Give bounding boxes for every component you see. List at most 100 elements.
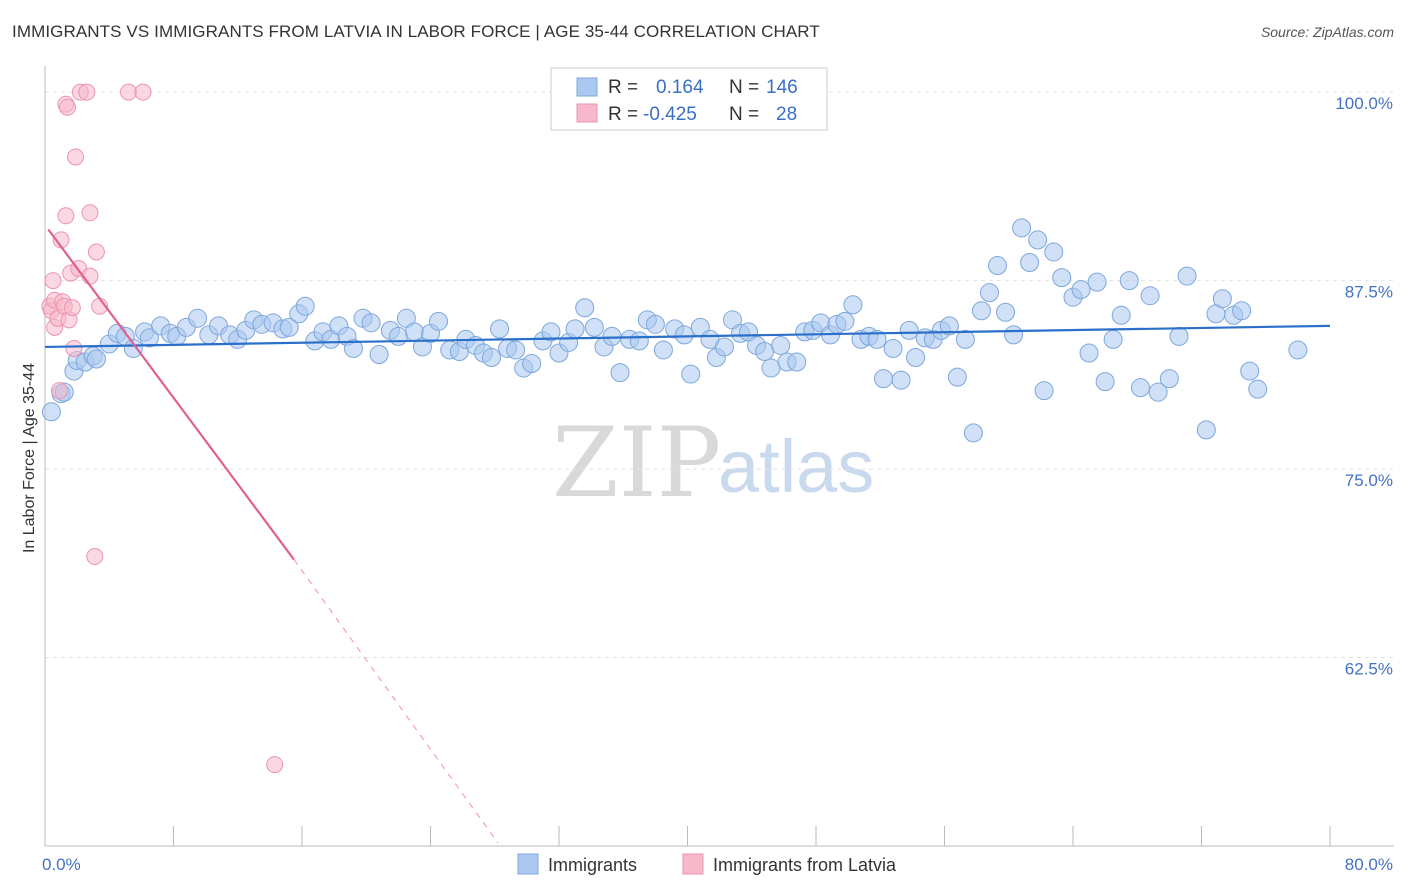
- point-immigrants: [1071, 280, 1091, 300]
- point-latvia: [81, 204, 99, 222]
- point-immigrants: [1140, 286, 1160, 306]
- point-immigrants: [123, 338, 143, 358]
- point-immigrants: [979, 283, 999, 303]
- legend-item-latvia: Immigrants from Latvia: [713, 855, 897, 875]
- point-immigrants: [1095, 372, 1115, 392]
- legend-n-value: 28: [776, 104, 797, 125]
- watermark-atlas: atlas: [718, 425, 874, 508]
- legend-item-immigrants-swatch: [517, 853, 539, 875]
- point-immigrants: [674, 325, 694, 345]
- legend-r-label: R =: [608, 77, 638, 98]
- point-immigrants: [575, 298, 595, 318]
- point-latvia: [134, 83, 152, 101]
- legend-item-latvia-swatch: [682, 853, 704, 875]
- point-immigrants: [1103, 329, 1123, 349]
- point-immigrants: [610, 363, 630, 383]
- legend-r-label: R =: [608, 104, 638, 125]
- point-immigrants: [1232, 301, 1252, 321]
- point-immigrants: [565, 319, 585, 339]
- point-immigrants: [1020, 253, 1040, 273]
- point-immigrants: [1034, 381, 1054, 401]
- point-immigrants: [971, 301, 991, 321]
- point-latvia: [67, 148, 85, 166]
- point-immigrants: [681, 364, 701, 384]
- legend-n-label: N =: [729, 104, 759, 125]
- point-immigrants: [955, 329, 975, 349]
- point-immigrants: [1052, 268, 1072, 288]
- data-points: [41, 83, 1308, 774]
- point-latvia: [58, 98, 76, 116]
- point-immigrants: [939, 316, 959, 336]
- point-latvia: [65, 339, 83, 357]
- point-immigrants: [1240, 361, 1260, 381]
- point-immigrants: [771, 335, 791, 355]
- point-latvia: [86, 548, 104, 566]
- legend-swatch-immigrants: [576, 77, 598, 97]
- point-immigrants: [1012, 218, 1032, 238]
- point-latvia: [50, 382, 68, 400]
- series-legend: Immigrants Immigrants from Latvia: [517, 853, 897, 875]
- point-immigrants: [873, 369, 893, 389]
- point-immigrants: [867, 329, 887, 349]
- point-immigrants: [899, 320, 919, 340]
- point-immigrants: [645, 314, 665, 334]
- legend-item-immigrants: Immigrants: [548, 855, 637, 875]
- y-tick-label: 75.0%: [1345, 471, 1393, 490]
- trend-lines: [44, 228, 1331, 844]
- point-immigrants: [963, 423, 983, 443]
- point-immigrants: [988, 256, 1008, 276]
- legend-r-value: 0.164: [656, 77, 704, 98]
- point-immigrants: [279, 317, 299, 337]
- point-immigrants: [343, 338, 363, 358]
- point-latvia: [44, 272, 62, 290]
- point-latvia: [120, 83, 138, 101]
- point-immigrants: [482, 348, 502, 368]
- point-immigrants: [906, 348, 926, 368]
- point-immigrants: [947, 367, 967, 387]
- point-immigrants: [1248, 379, 1268, 399]
- legend-swatch-latvia: [576, 103, 598, 123]
- point-immigrants: [522, 354, 542, 374]
- point-immigrants: [761, 358, 781, 378]
- stats-legend: R = 0.164 N = 146 R = -0.425 N = 28: [550, 67, 828, 131]
- point-immigrants: [429, 311, 449, 331]
- point-immigrants: [1288, 340, 1308, 360]
- point-immigrants: [891, 370, 911, 390]
- watermark: ZIP atlas: [552, 407, 874, 519]
- axes: [44, 66, 1394, 847]
- gridlines: [45, 91, 1394, 659]
- y-tick-label: 87.5%: [1345, 283, 1393, 302]
- legend-r-value: -0.425: [643, 104, 697, 125]
- point-immigrants: [883, 338, 903, 358]
- chart-title: IMMIGRANTS VS IMMIGRANTS FROM LATVIA IN …: [12, 22, 820, 41]
- point-immigrants: [1130, 378, 1150, 398]
- point-immigrants: [1044, 242, 1064, 262]
- point-immigrants: [1212, 289, 1232, 309]
- point-latvia: [81, 267, 99, 285]
- point-immigrants: [369, 344, 389, 364]
- trend-line-latvia: [47, 228, 295, 561]
- legend-n-value: 146: [766, 77, 798, 98]
- point-immigrants: [388, 326, 408, 346]
- trend-line-immigrants: [44, 324, 1331, 349]
- point-immigrants: [361, 313, 381, 333]
- point-immigrants: [86, 349, 106, 369]
- point-immigrants: [714, 337, 734, 357]
- point-latvia: [78, 83, 96, 101]
- point-immigrants: [1004, 325, 1024, 345]
- point-immigrants: [835, 311, 855, 331]
- x-tick-labels: 0.0% 80.0%: [42, 855, 1393, 874]
- x-tick-label: 80.0%: [1345, 855, 1393, 874]
- trend-line-latvia-extension: [293, 559, 499, 844]
- y-tick-label: 100.0%: [1335, 94, 1393, 113]
- y-tick-labels: 62.5% 75.0% 87.5% 100.0%: [1335, 94, 1393, 678]
- legend-n-label: N =: [729, 77, 759, 98]
- point-immigrants: [1119, 271, 1139, 291]
- point-immigrants: [1148, 382, 1168, 402]
- point-immigrants: [787, 352, 807, 372]
- point-latvia: [57, 207, 75, 225]
- point-immigrants: [139, 328, 159, 348]
- point-latvia: [87, 243, 105, 261]
- point-immigrants: [1028, 230, 1048, 250]
- x-tick-label: 0.0%: [42, 855, 81, 874]
